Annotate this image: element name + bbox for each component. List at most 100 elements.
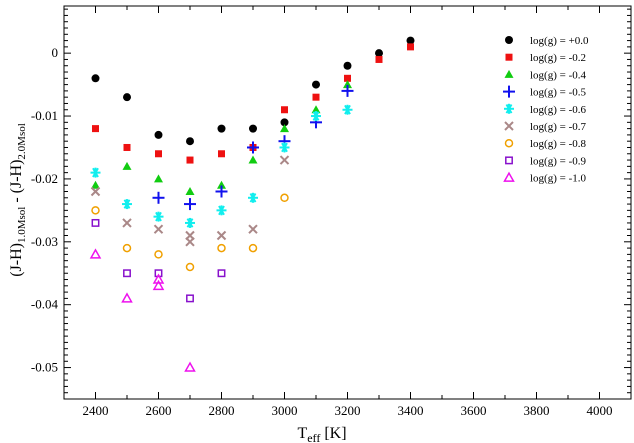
- data-point: [279, 142, 290, 153]
- data-point: [248, 243, 258, 253]
- x-tick-label: 4000: [587, 403, 613, 418]
- data-point: [91, 74, 100, 83]
- data-point: [122, 218, 132, 228]
- legend-marker: [505, 36, 513, 44]
- x-tick-label: 2800: [209, 403, 235, 418]
- data-point: [342, 104, 353, 115]
- legend-marker: [504, 69, 514, 78]
- data-point: [123, 269, 131, 278]
- x-tick-label: 3200: [335, 403, 361, 418]
- legend: log(g) = +0.0 log(g) = -0.2 log(g) = -0.4 l…: [503, 35, 589, 185]
- legend-marker: [503, 171, 515, 182]
- data-point: [280, 118, 289, 127]
- legend-entry: log(g) = -0.5: [530, 87, 586, 99]
- data-point: [343, 80, 352, 89]
- legend-entry: log(g) = -0.7: [530, 121, 586, 133]
- y-tick-label: -0.02: [31, 171, 58, 186]
- data-point: [154, 130, 163, 139]
- data-point: [375, 49, 383, 58]
- data-point: [123, 93, 131, 102]
- data-point: [153, 211, 164, 222]
- data-point: [312, 93, 320, 101]
- y-tick-label: -0.05: [31, 360, 58, 375]
- data-point: [185, 237, 195, 247]
- data-point: [215, 185, 228, 198]
- data-point: [153, 224, 164, 234]
- legend-marker: [504, 121, 514, 131]
- data-point: [122, 161, 132, 170]
- legend-entry: log(g) = +0.0: [530, 35, 589, 47]
- y-tick-label: -0.03: [31, 234, 58, 249]
- data-point: [154, 174, 163, 183]
- data-point: [311, 105, 321, 114]
- data-point: [184, 361, 196, 372]
- data-point: [249, 124, 257, 133]
- legend-marker: [503, 85, 515, 98]
- data-point: [155, 150, 162, 158]
- data-point: [217, 180, 226, 189]
- data-point: [217, 243, 226, 253]
- data-point: [343, 61, 352, 70]
- x-tick-label: 3600: [461, 403, 487, 418]
- data-point: [90, 186, 101, 197]
- x-tick-label: 3000: [272, 403, 298, 418]
- data-point: [248, 155, 258, 164]
- x-tick-label: 2400: [83, 403, 109, 418]
- data-point: [248, 192, 258, 203]
- data-point: [122, 199, 132, 210]
- data-point: [121, 292, 133, 303]
- legend-entry: log(g) = -0.8: [530, 138, 586, 150]
- legend-entry: log(g) = -0.9: [530, 155, 586, 167]
- data-point: [217, 269, 226, 278]
- data-point: [247, 141, 259, 154]
- data-point: [186, 137, 194, 146]
- axis-ticks: 2400 2600 2800 3000 3200 3400 3600 3800 4000 0 -0.…: [31, 6, 632, 418]
- data-point: [186, 294, 194, 303]
- y-tick-label: -0.01: [31, 108, 58, 123]
- data-point: [344, 74, 351, 82]
- x-tick-label: 3400: [398, 403, 424, 418]
- y-tick-label: 0: [52, 45, 59, 60]
- data-point: [152, 273, 165, 284]
- data-point: [375, 55, 383, 63]
- legend-entry: log(g) = -0.6: [530, 104, 586, 116]
- data-point: [312, 80, 320, 89]
- x-axis-label: Teff [K]: [297, 425, 346, 443]
- legend-marker: [504, 138, 514, 148]
- data-point: [89, 248, 102, 259]
- data-point: [248, 224, 258, 234]
- legend-marker: [505, 156, 513, 165]
- legend-marker: [505, 53, 513, 61]
- legend-entry: log(g) = -1.0: [530, 173, 586, 185]
- data-point: [407, 43, 414, 51]
- x-tick-label: 3800: [524, 403, 550, 418]
- data-point: [218, 150, 225, 158]
- data-point: [281, 106, 288, 114]
- data-point: [91, 180, 100, 189]
- data-point: [91, 206, 100, 215]
- data-point: [185, 217, 195, 228]
- data-points: [89, 36, 415, 372]
- data-point: [122, 243, 132, 253]
- data-point: [216, 230, 227, 241]
- data-point: [123, 143, 131, 151]
- data-point: [152, 191, 165, 204]
- data-point: [311, 111, 321, 122]
- data-point: [217, 124, 226, 133]
- data-point: [92, 125, 99, 133]
- data-point: [185, 186, 195, 195]
- legend-marker: [504, 103, 514, 114]
- data-point: [280, 124, 289, 133]
- data-point: [90, 167, 101, 178]
- y-axis-label: (J-H)1.0Msol - (J-H)2.0Msol: [8, 123, 28, 277]
- data-point: [186, 156, 194, 164]
- legend-entry: log(g) = -0.2: [530, 52, 586, 64]
- data-point: [280, 193, 289, 203]
- data-point: [341, 84, 354, 97]
- data-point: [406, 36, 415, 45]
- data-point: [152, 279, 165, 291]
- y-tick-label: -0.04: [31, 297, 59, 312]
- data-point: [91, 218, 100, 227]
- data-point: [185, 262, 195, 272]
